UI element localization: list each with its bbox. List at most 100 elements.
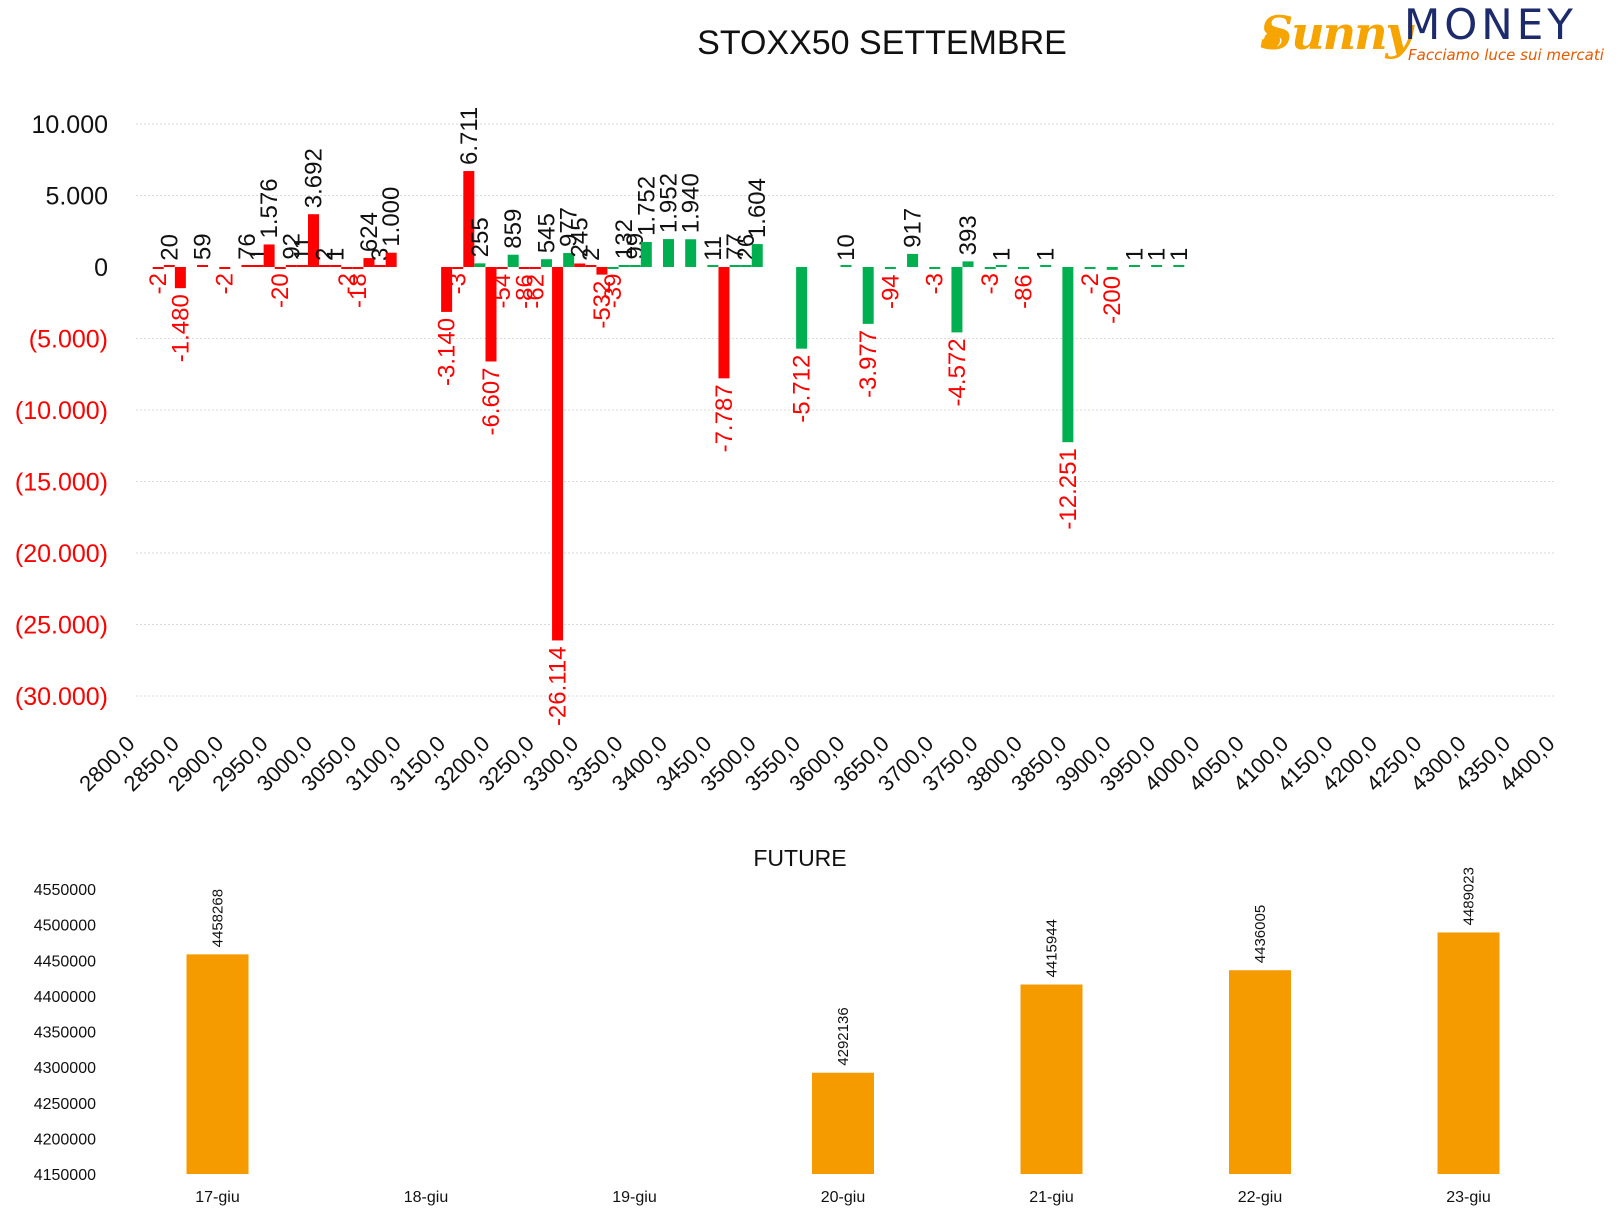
data-label: 1 [988,248,1015,261]
bar [685,239,697,267]
data-label: -62 [522,274,549,309]
bar [1084,267,1096,269]
bar [751,244,763,267]
bar [485,267,497,362]
x-tick-label: 22-giu [1238,1189,1282,1206]
bar [341,267,353,269]
x-tick-label: 19-giu [612,1189,656,1206]
data-label: -1.480 [167,294,194,362]
data-label: 1.752 [633,176,660,236]
bar [163,265,175,267]
bar [1173,265,1185,267]
data-label: -26.114 [545,646,572,726]
logo-word-sunny: Sunny [1260,6,1412,60]
y-tick-label: 0 [94,254,108,282]
data-label: -86 [1011,274,1038,309]
bar [252,265,264,267]
data-label: 977 [556,207,583,247]
data-label: 624 [356,212,383,252]
data-label: 20 [156,234,183,261]
data-label: -39 [600,274,627,309]
bar [618,265,630,267]
bar [219,267,231,269]
data-label: -2 [212,273,239,294]
bar [1020,984,1083,1174]
bar [1151,265,1163,267]
y-tick-label: 4450000 [34,953,96,970]
y-tick-label: (10.000) [15,397,108,425]
data-label: -86 [511,274,538,309]
x-tick-label: 21-giu [1029,1189,1073,1206]
data-label: 917 [900,208,927,248]
y-tick-label: 4500000 [34,918,96,935]
x-tick-label: 20-giu [821,1189,865,1206]
bar [718,267,730,379]
bar [552,267,564,641]
data-label: 2 [312,248,339,261]
data-label: -2 [1077,273,1104,294]
data-label: 2 [578,248,605,261]
sun-icon [1264,32,1280,48]
bar [640,241,652,267]
x-tick-label: 17-giu [195,1189,239,1206]
stoxx50-chart: STOXX50 SETTEMBRE 10.000 5.000 0 (5.000) (10.… [15,24,1560,796]
data-label: 6.711 [456,107,483,165]
data-label: 4415944 [1044,919,1061,977]
bar [1106,267,1118,270]
bar [263,244,275,267]
bar [274,267,286,269]
bar [984,267,996,269]
bar [174,267,186,289]
y-tick-label: 4350000 [34,1025,96,1042]
data-label: 1.604 [744,178,771,238]
bar [529,267,541,269]
bar [1128,265,1140,267]
data-label: 10 [833,234,860,261]
bar [507,254,519,267]
bar [374,265,386,267]
bar [962,261,974,267]
y-tick-label: (5.000) [29,326,108,354]
logo-tagline: Facciamo luce sui mercati [1408,46,1604,64]
data-label: 77 [722,233,749,260]
data-label: 132 [611,219,638,259]
data-label: -20 [267,273,294,308]
chart-title: STOXX50 SETTEMBRE [697,24,1067,62]
bar [585,265,597,267]
bar [1040,265,1052,267]
bar [574,263,586,267]
data-label: -2 [145,273,172,294]
y-tick-label: 4200000 [34,1131,96,1148]
bar [452,267,464,269]
data-label: 1 [1121,248,1148,261]
bar [862,267,874,324]
bar [740,265,752,267]
bar [1437,932,1500,1174]
bar [629,265,641,267]
bar [186,954,249,1174]
bar [296,265,308,267]
bar [441,267,453,312]
data-label: -12.251 [1055,448,1082,529]
bar [285,265,297,267]
bar [385,252,397,267]
data-label: -4.572 [944,338,971,406]
data-label: -94 [877,274,904,309]
bar [995,265,1007,267]
data-label: 76 [234,233,261,260]
data-label: 3.692 [301,148,328,208]
data-label: -5.712 [789,355,816,423]
y-tick-label: 4550000 [34,882,96,899]
data-label: 59 [190,233,217,260]
data-label: 1 [1144,248,1171,261]
x-tick-label: 18-giu [404,1189,448,1206]
bar [596,267,608,275]
y-tick-label: 4250000 [34,1096,96,1113]
data-label: -3 [922,273,949,294]
bar [563,253,575,267]
y-tick-label: (25.000) [15,612,108,640]
data-label: -200 [1099,276,1126,324]
data-label: 1.952 [656,173,683,233]
data-label: -18 [345,273,372,308]
